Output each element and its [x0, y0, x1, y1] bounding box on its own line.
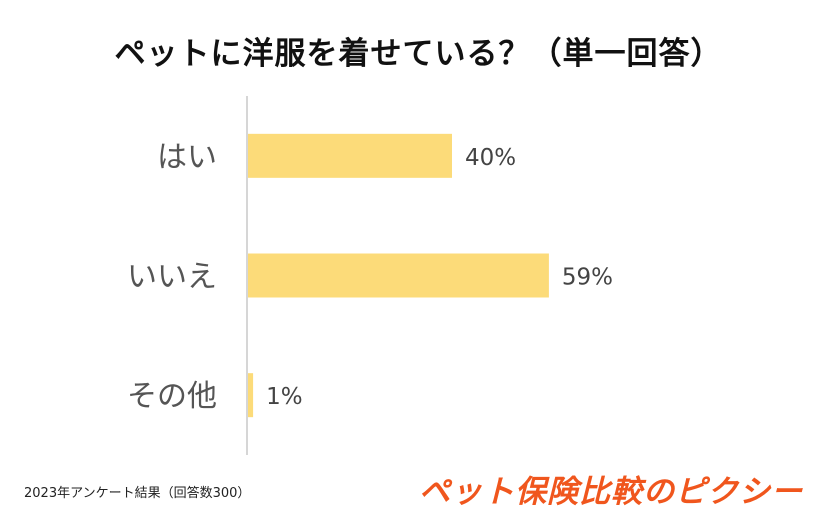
value-label-0: 40% — [465, 145, 516, 171]
bars-group: はい 40% いいえ 59% その他 1% — [127, 133, 613, 418]
chart-title: ペットに洋服を着せている？（単一回答） — [114, 36, 723, 72]
category-label-2: その他 — [127, 379, 217, 414]
category-label-0: はい — [157, 140, 217, 175]
footnote: 2023年アンケート結果（回答数300） — [24, 486, 251, 501]
value-label-1: 59% — [562, 265, 613, 291]
bar-2 — [248, 373, 254, 418]
bar-0 — [248, 133, 452, 178]
category-label-1: いいえ — [127, 260, 217, 295]
value-label-2: 1% — [266, 384, 303, 410]
bar-1 — [248, 253, 549, 298]
brand-logo-text: ペット保険比較のピクシー — [419, 474, 803, 510]
